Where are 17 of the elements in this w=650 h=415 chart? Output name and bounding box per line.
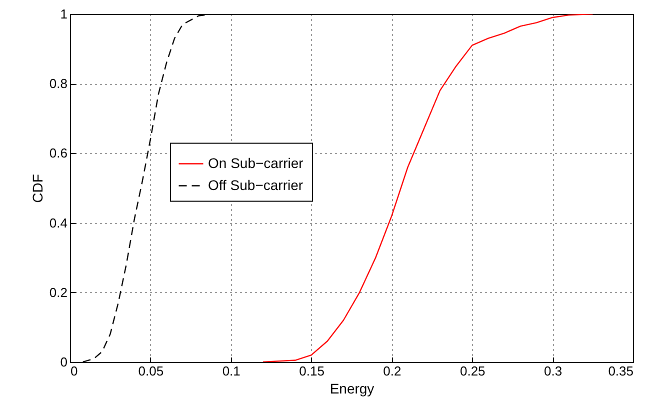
legend-label: On Sub−carrier [208,154,304,171]
x-tick-label: 0.2 [383,364,402,378]
x-tick-label: 0 [70,364,78,378]
x-tick-label: 0.05 [138,364,164,378]
x-tick-label: 0.25 [460,364,486,378]
x-tick-label: 0.15 [299,364,324,378]
y-axis-title: CDF [29,174,46,203]
y-tick-label: 1 [60,6,68,22]
y-tick-label: 0.4 [49,215,68,230]
y-tick-label: 0.6 [49,146,68,161]
x-tick-label: 0.1 [222,364,240,378]
x-tick-label: 0.3 [544,364,562,378]
legend-label: Off Sub−carrier [208,176,304,193]
x-tick-label: 0.35 [608,364,634,378]
y-tick-label: 0.8 [49,76,68,92]
y-tick-label: 0.2 [49,284,68,300]
x-axis-title: Energy [330,380,374,396]
